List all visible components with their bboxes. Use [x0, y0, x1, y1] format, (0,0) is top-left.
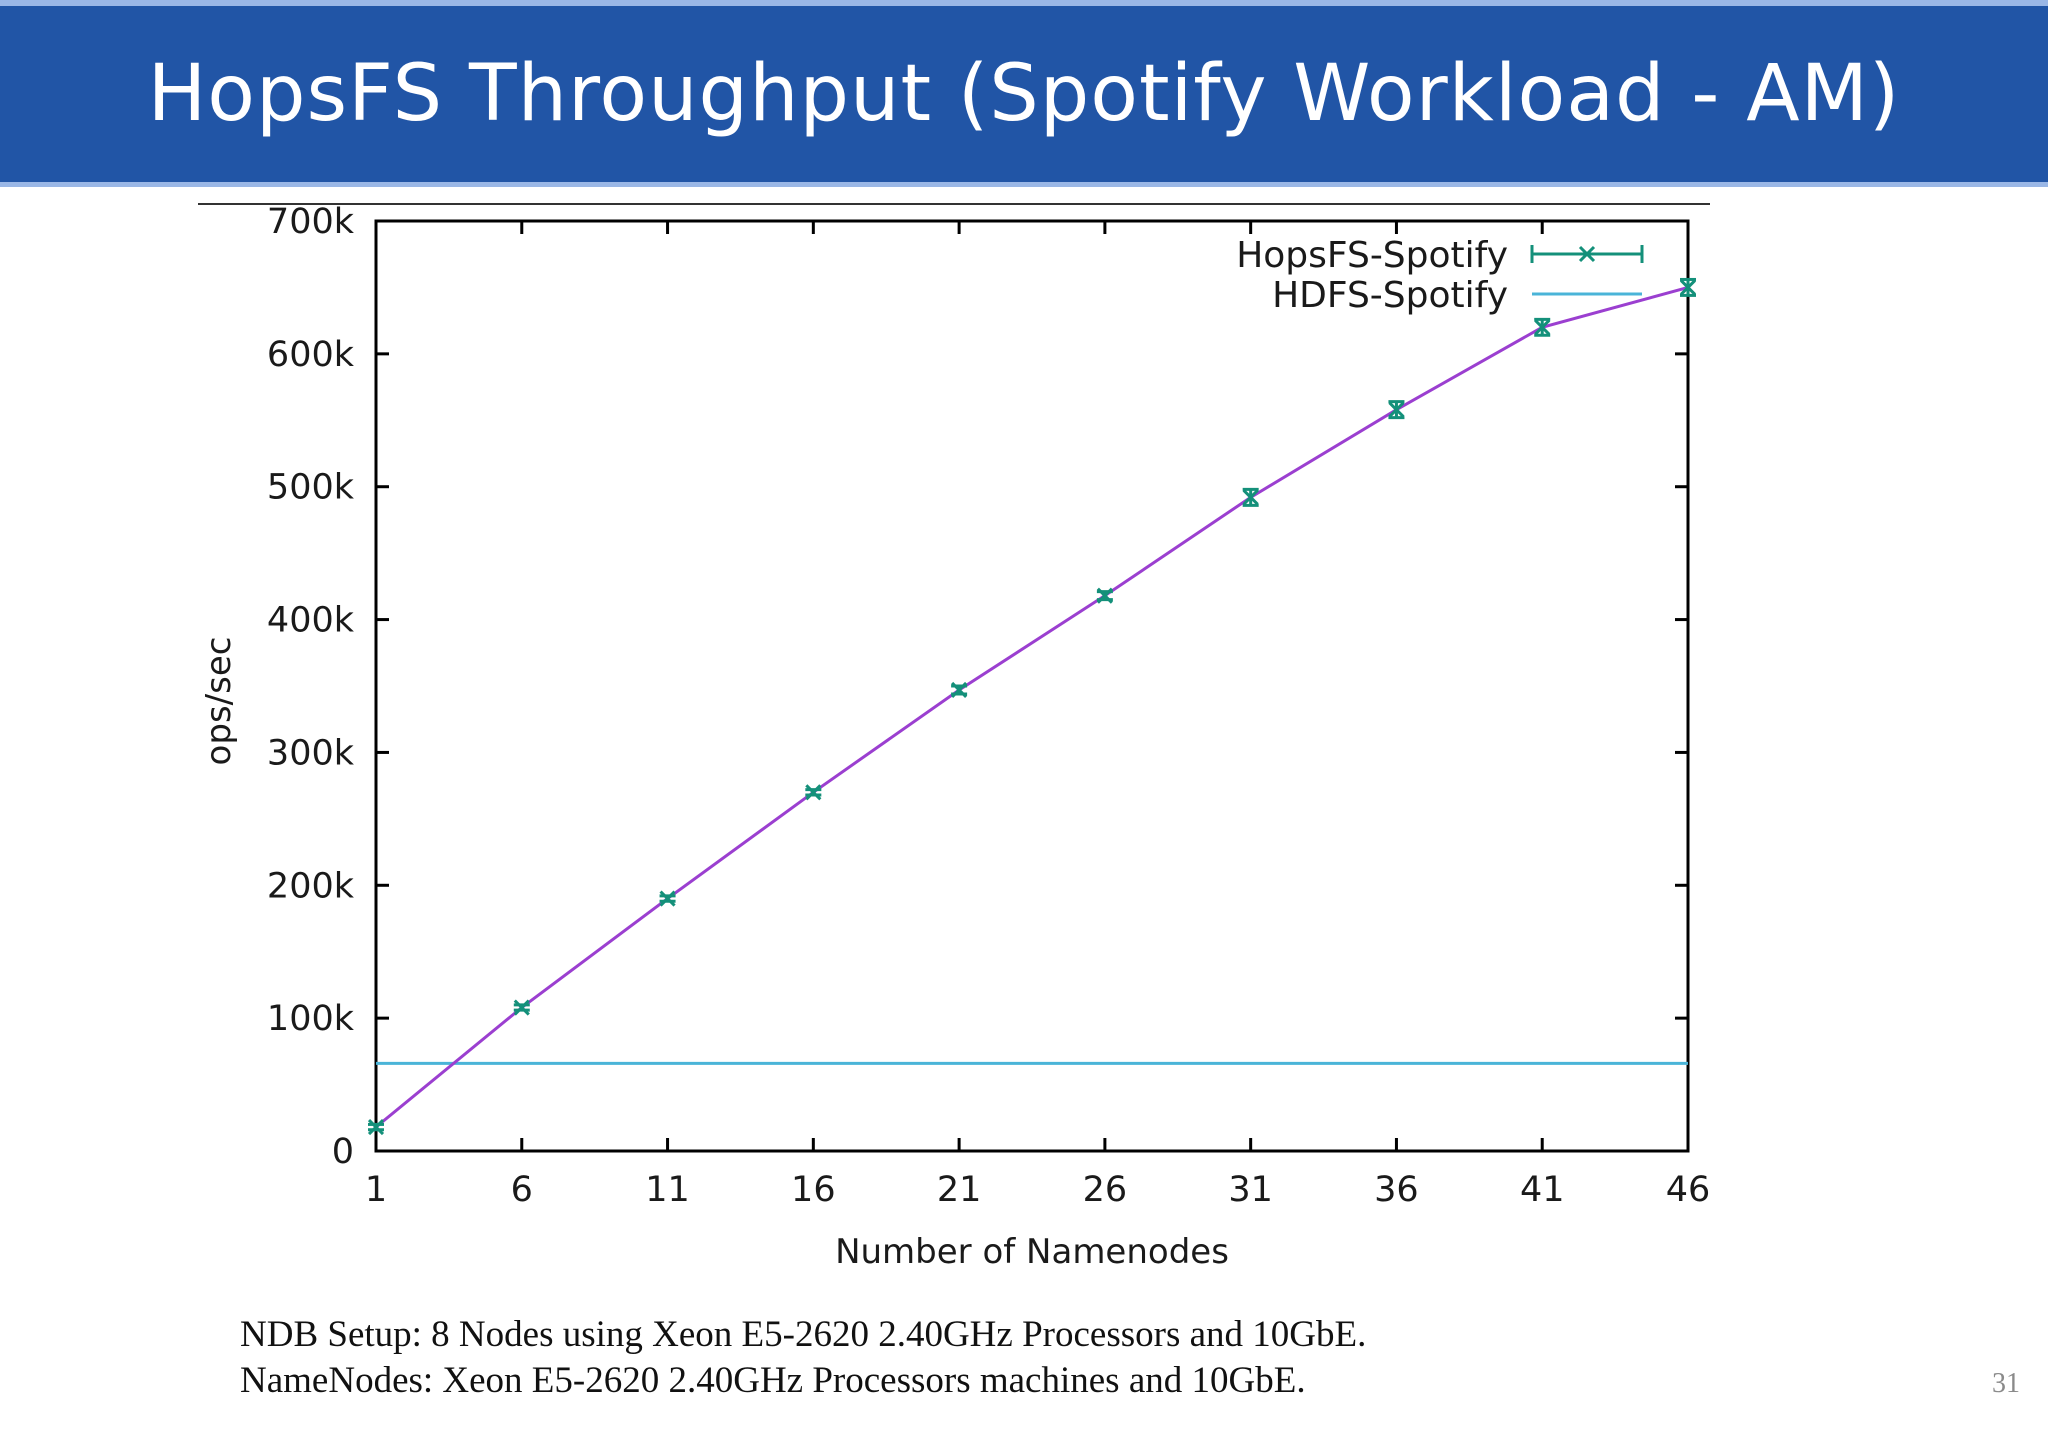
x-tick-label: 11: [645, 1170, 690, 1210]
y-tick-label: 300k: [267, 733, 355, 773]
x-axis-title: Number of Namenodes: [835, 1232, 1229, 1272]
footnote-line-namenodes: NameNodes: Xeon E5-2620 2.40GHz Processo…: [240, 1360, 1306, 1401]
legend-label-hopsfs: HopsFS-Spotify: [1236, 235, 1508, 276]
hopsfs-data-point: [659, 890, 676, 907]
x-tick-label: 36: [1374, 1170, 1419, 1210]
slide-title: HopsFS Throughput (Spotify Workload - AM…: [147, 49, 1901, 139]
y-tick-label: 200k: [267, 866, 355, 906]
hopsfs-data-point: [1534, 319, 1551, 336]
hopsfs-data-point: [1242, 489, 1259, 506]
x-tick-label: 1: [365, 1170, 387, 1210]
title-bar: [0, 6, 2048, 182]
hopsfs-data-point: [367, 1119, 385, 1136]
y-tick-label: 400k: [267, 601, 355, 641]
x-tick-label: 31: [1228, 1170, 1273, 1210]
hopsfs-data-point: [951, 681, 968, 699]
legend-swatch-hopsfs-marker: [1578, 245, 1596, 263]
legend-label-hdfs: HDFS-Spotify: [1272, 275, 1508, 316]
x-tick-label: 26: [1083, 1170, 1128, 1210]
x-tick-label: 41: [1520, 1170, 1565, 1210]
x-tick-label: 16: [791, 1170, 836, 1210]
footnote-line-ndb: NDB Setup: 8 Nodes using Xeon E5-2620 2.…: [240, 1314, 1367, 1355]
page-number: 31: [1992, 1368, 2020, 1399]
footnote: NDB Setup: 8 Nodes using Xeon E5-2620 2.…: [240, 1312, 1840, 1404]
y-tick-label: 100k: [267, 999, 355, 1039]
x-tick-label: 21: [937, 1170, 982, 1210]
plot-frame: [374, 219, 1690, 1153]
y-tick-label: 600k: [267, 335, 355, 375]
hopsfs-data-point: [805, 784, 822, 801]
hopsfs-data-point: [1096, 587, 1113, 604]
title-bar-top-accent: [0, 0, 2048, 6]
hopsfs-data-point: [1388, 401, 1405, 418]
title-bar-underline: [0, 182, 2048, 187]
hopsfs-spotify-line: [375, 285, 1689, 1129]
hopsfs-data-point: [1679, 279, 1697, 296]
y-tick-label: 500k: [267, 468, 355, 508]
x-tick-label: 6: [511, 1170, 533, 1210]
y-tick-label: 700k: [267, 202, 355, 242]
y-axis-title: ops/sec: [199, 637, 239, 766]
x-tick-label: 46: [1666, 1170, 1711, 1210]
y-tick-label: 0: [332, 1132, 354, 1172]
hopsfs-data-point: [513, 999, 530, 1016]
